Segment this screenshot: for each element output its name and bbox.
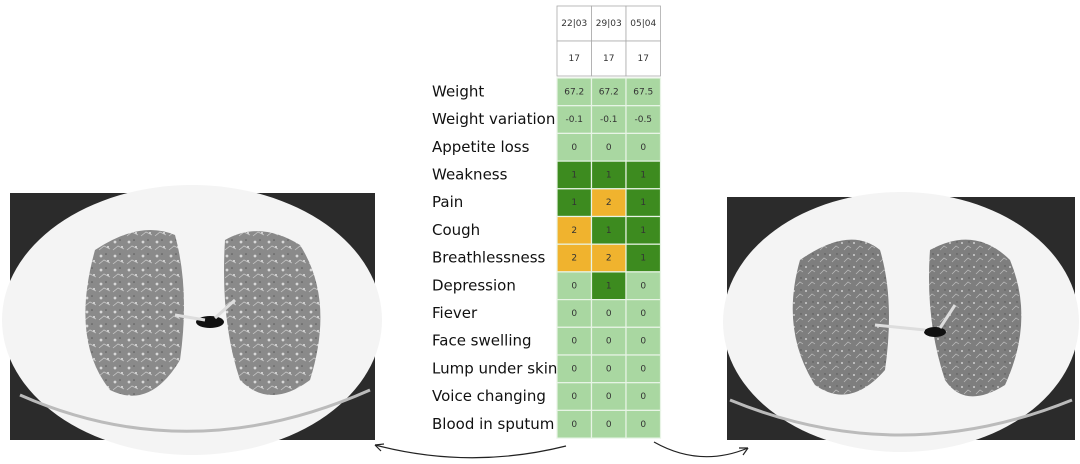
cell-value: 0 — [606, 309, 612, 319]
cell — [625, 299, 662, 328]
cell-value: -0.1 — [565, 115, 583, 125]
cell — [590, 354, 627, 384]
header-text: 22|03 — [561, 19, 587, 29]
row-label: Voice changing — [432, 387, 546, 405]
header-text: 17 — [638, 54, 649, 64]
header-cell — [556, 40, 592, 77]
row-label: Cough — [432, 221, 480, 239]
cell — [590, 77, 627, 107]
cell-value: 1 — [606, 170, 612, 180]
cell — [625, 409, 662, 439]
cell-value: 1 — [606, 226, 612, 236]
row-label: Weight variation — [432, 110, 555, 128]
header-text: 17 — [603, 54, 614, 64]
row-label: Weight — [432, 82, 484, 100]
cell-value: 0 — [571, 364, 577, 374]
cell — [590, 105, 627, 134]
cell-value: 0 — [571, 420, 577, 430]
row-label: Breathlessness — [432, 249, 546, 267]
cell — [556, 409, 593, 439]
cell-value: 0 — [640, 364, 646, 374]
cell-value: 0 — [571, 309, 577, 319]
cell-value: 0 — [640, 281, 646, 291]
cell-value: 0 — [571, 337, 577, 347]
arrows — [374, 441, 749, 459]
ct-scan-before — [2, 185, 382, 455]
cell — [625, 243, 662, 273]
cell-value: 67.2 — [599, 87, 619, 97]
cell — [556, 326, 593, 356]
row-label: Appetite loss — [432, 138, 530, 156]
cell — [625, 215, 662, 245]
cell — [625, 354, 662, 384]
cell-value: 1 — [640, 198, 646, 208]
row-label: Fiever — [432, 304, 478, 322]
cell-value: 0 — [606, 420, 612, 430]
row-label: Pain — [432, 193, 463, 211]
cell-value: 1 — [640, 254, 646, 264]
header-cell — [591, 40, 627, 77]
cell-value: 67.5 — [633, 87, 653, 97]
cell — [625, 326, 662, 356]
cell — [556, 271, 593, 301]
cell-value: 0 — [640, 420, 646, 430]
cell-value: 0 — [640, 309, 646, 319]
cell-value: 0 — [640, 143, 646, 153]
cell — [556, 105, 593, 134]
cell-value: 0 — [606, 364, 612, 374]
cell-value: 1 — [640, 170, 646, 180]
cell-value: 0 — [606, 143, 612, 153]
cell-value: 0 — [606, 337, 612, 347]
cell-value: 0 — [640, 392, 646, 402]
symptom-table: 22|03 29|03 05|04 17 17 17 Weight 67.2 67.2 67.5 W… — [432, 5, 662, 439]
cell-value: 2 — [606, 254, 612, 264]
cell-value: 0 — [571, 281, 577, 291]
cell-value: 2 — [571, 254, 577, 264]
ct-scan-after — [723, 192, 1079, 452]
cell-value: 1 — [571, 170, 577, 180]
row-label: Lump under skin — [432, 359, 557, 377]
cell — [590, 160, 627, 190]
cell-value: 0 — [571, 143, 577, 153]
cell-value: 2 — [606, 198, 612, 208]
header-text: 17 — [569, 54, 580, 64]
cell-value: 1 — [640, 226, 646, 236]
header-cell — [591, 5, 627, 42]
header-cell — [625, 5, 661, 42]
row-label: Depression — [432, 276, 516, 294]
cell-value: 2 — [571, 226, 577, 236]
header-text: 29|03 — [596, 19, 622, 29]
row-label: Blood in sputum — [432, 415, 554, 433]
cell-value: 67.2 — [564, 87, 584, 97]
cell-value: 0 — [606, 392, 612, 402]
header-cell — [625, 40, 661, 77]
cell — [625, 160, 662, 190]
cell-value: 1 — [571, 198, 577, 208]
cell-value: -0.5 — [634, 115, 652, 125]
cell-value: -0.1 — [600, 115, 618, 125]
header-text: 05|04 — [630, 19, 656, 29]
cell-value: 1 — [606, 281, 612, 291]
cell-value: 0 — [640, 337, 646, 347]
cell — [625, 188, 662, 218]
row-label: Weakness — [432, 165, 508, 183]
cell-value: 0 — [571, 392, 577, 402]
row-label: Face swelling — [432, 332, 532, 350]
